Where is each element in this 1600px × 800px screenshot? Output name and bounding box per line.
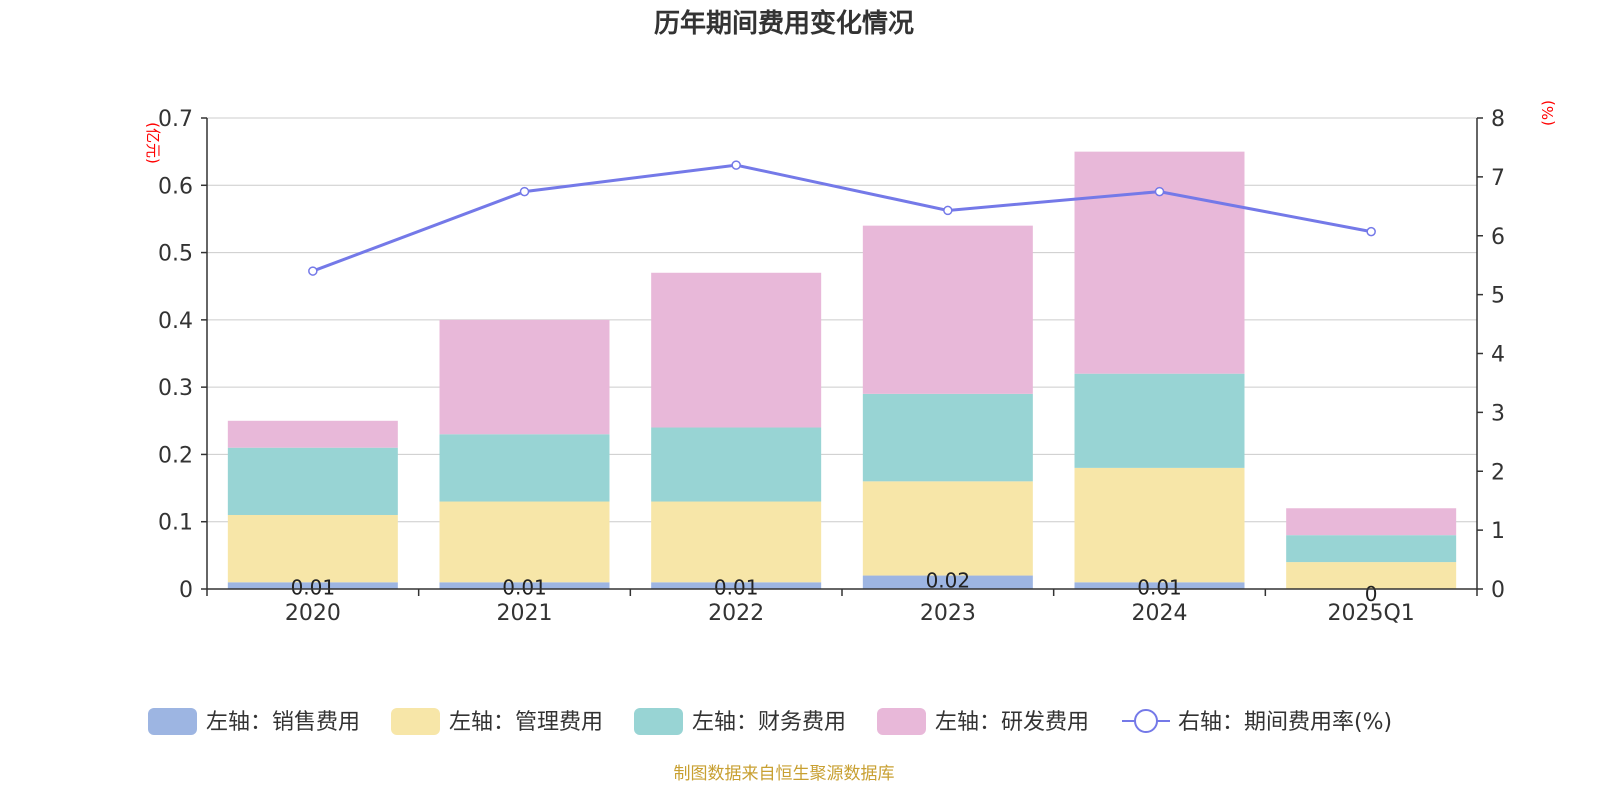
x-axis-label: 2023 bbox=[920, 601, 976, 626]
rate-line bbox=[312, 163, 1372, 273]
rate-point-2020 bbox=[308, 266, 318, 276]
left-axis-tick-label: 0.2 bbox=[158, 443, 193, 468]
bar-4-2020 bbox=[227, 420, 398, 448]
bar-3-2020 bbox=[227, 447, 398, 515]
bar-2-2023 bbox=[862, 481, 1033, 576]
bar-4-2024 bbox=[1074, 151, 1245, 374]
bar-1-2022 bbox=[651, 582, 822, 589]
right-axis-tick-label: 7 bbox=[1491, 166, 1505, 191]
right-axis-tick-label: 3 bbox=[1491, 401, 1505, 426]
rate-point-2025Q1 bbox=[1366, 226, 1376, 237]
bar-data-label: 0 bbox=[1365, 582, 1378, 606]
left-axis-tick-label: 0.6 bbox=[158, 174, 193, 199]
source-note: 制图数据来自恒生聚源数据库 bbox=[674, 764, 895, 784]
rate-point-2022 bbox=[731, 160, 741, 170]
legend-label: 右轴：期间费用率(%) bbox=[1178, 710, 1392, 735]
legend-item-1[interactable]: 左轴：销售费用 bbox=[148, 708, 360, 735]
x-axis-label: 2021 bbox=[497, 601, 553, 626]
bar-data-label: 0.01 bbox=[291, 575, 336, 599]
right-axis-tick-label: 6 bbox=[1491, 225, 1505, 250]
bar-data-label: 0.01 bbox=[714, 575, 759, 599]
rate-point-2024 bbox=[1154, 186, 1165, 197]
legend-label: 左轴：财务费用 bbox=[692, 710, 846, 735]
right-axis-tick-label: 2 bbox=[1491, 460, 1505, 485]
bar-3-2024 bbox=[1074, 373, 1245, 468]
bar-2-2024 bbox=[1074, 467, 1245, 583]
rate-point-2021 bbox=[519, 186, 530, 197]
legend-swatch bbox=[634, 708, 683, 735]
legend-label: 左轴：管理费用 bbox=[449, 710, 603, 735]
x-axis-label: 2020 bbox=[285, 601, 341, 626]
x-axis-label: 2024 bbox=[1132, 601, 1188, 626]
bar-1-2020 bbox=[227, 582, 398, 589]
bar-1-2024 bbox=[1074, 582, 1245, 589]
grid-lines bbox=[207, 117, 1477, 523]
legend[interactable]: 左轴：销售费用 左轴：管理费用 左轴：财务费用 左轴：研发费用 右轴：期间费用率(%) bbox=[148, 708, 1392, 735]
right-axis-tick-label: 1 bbox=[1491, 519, 1505, 544]
bar-4-2022 bbox=[651, 272, 822, 428]
legend-swatch bbox=[877, 708, 926, 735]
bar-data-label: 0.01 bbox=[1137, 575, 1182, 599]
left-axis-tick-label: 0.4 bbox=[158, 309, 193, 334]
rate-point-2023 bbox=[943, 205, 953, 216]
x-axis-label: 2025Q1 bbox=[1328, 601, 1415, 626]
left-axis-tick-label: 0.1 bbox=[158, 511, 193, 536]
bar-1-2021 bbox=[439, 582, 610, 589]
bar-4-2025Q1 bbox=[1286, 508, 1457, 536]
left-axis-tick-label: 0.5 bbox=[158, 242, 193, 267]
bar-4-2021 bbox=[439, 319, 610, 435]
bar-2-2021 bbox=[439, 501, 610, 583]
right-axis-tick-label: 8 bbox=[1491, 107, 1505, 132]
x-axis-label: 2022 bbox=[708, 601, 764, 626]
bar-series bbox=[227, 151, 1457, 589]
legend-item-2[interactable]: 左轴：管理费用 bbox=[391, 708, 603, 735]
left-axis-label: (亿元) bbox=[144, 122, 162, 164]
bar-3-2025Q1 bbox=[1286, 535, 1457, 563]
right-axis-tick-label: 5 bbox=[1491, 284, 1505, 309]
bar-1-2023 bbox=[862, 575, 1033, 589]
bar-3-2022 bbox=[651, 427, 822, 502]
rate-line-series bbox=[308, 160, 1376, 276]
left-axis-tick-label: 0.7 bbox=[158, 107, 193, 132]
chart-title: 历年期间费用变化情况 bbox=[654, 8, 914, 39]
right-axis-label: (%) bbox=[1539, 100, 1557, 126]
left-axis-tick-label: 0.3 bbox=[158, 376, 193, 401]
bar-3-2021 bbox=[439, 434, 610, 502]
legend-label: 左轴：研发费用 bbox=[935, 710, 1089, 735]
right-axis-tick-label: 0 bbox=[1491, 578, 1505, 603]
left-axis-tick-label: 0 bbox=[179, 578, 193, 603]
right-axis-tick-label: 4 bbox=[1491, 343, 1505, 368]
bar-data-label: 0.01 bbox=[502, 575, 547, 599]
bar-4-2023 bbox=[862, 225, 1033, 394]
legend-item-5[interactable]: 右轴：期间费用率(%) bbox=[1122, 709, 1392, 735]
bar-3-2023 bbox=[862, 393, 1033, 482]
legend-label: 左轴：销售费用 bbox=[206, 710, 360, 735]
legend-circle-swatch bbox=[1134, 709, 1158, 733]
axes: 0 0.1 0.2 0.3 0.4 0.5 0.6 0.7 0 1 2 3 4 5 6 7 8 2020 2021 2… bbox=[158, 107, 1505, 626]
bar-2-2022 bbox=[651, 501, 822, 583]
legend-swatch bbox=[391, 708, 440, 735]
legend-swatch bbox=[148, 708, 197, 735]
bar-2-2025Q1 bbox=[1286, 562, 1457, 589]
legend-item-3[interactable]: 左轴：财务费用 bbox=[634, 708, 846, 735]
legend-item-4[interactable]: 左轴：研发费用 bbox=[877, 708, 1089, 735]
bar-2-2020 bbox=[227, 514, 398, 583]
